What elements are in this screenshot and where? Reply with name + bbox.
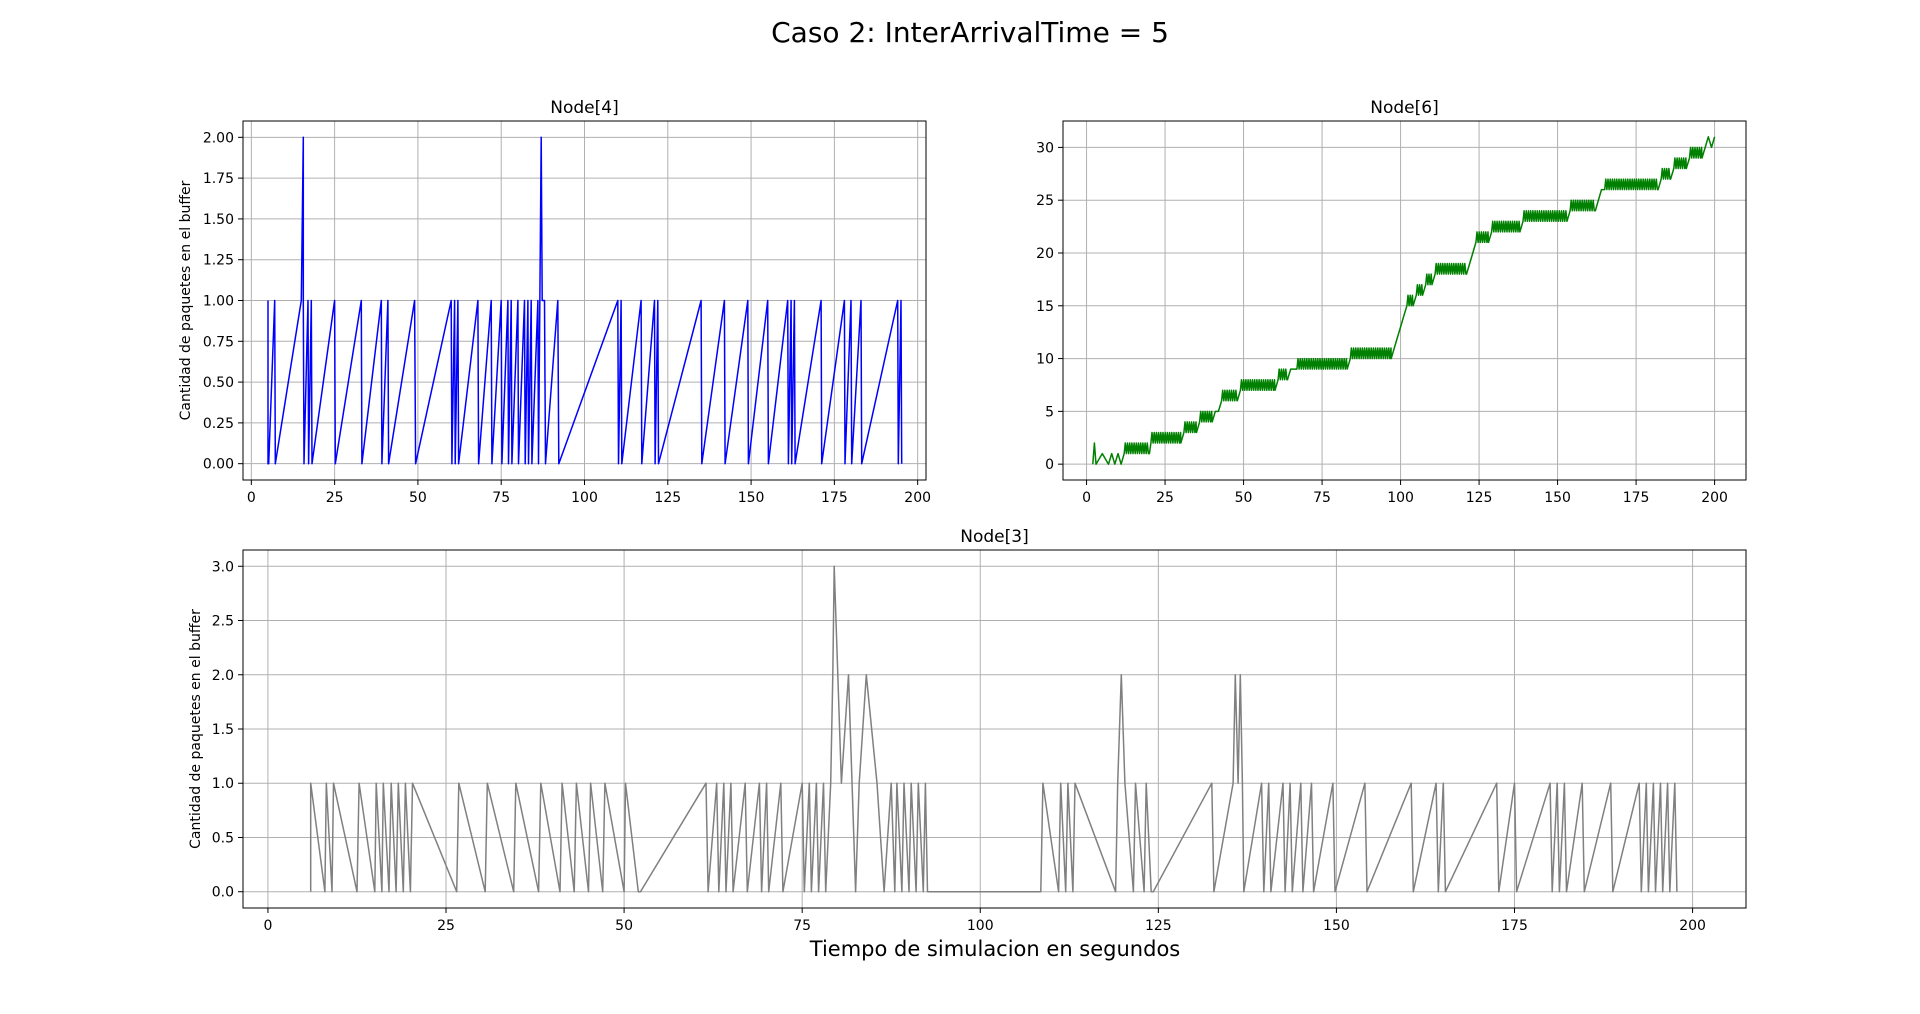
axes-frame xyxy=(1062,120,1747,481)
y-tick-label: 0.75 xyxy=(203,334,234,350)
x-tick-label: 125 xyxy=(654,490,681,506)
subplot-title: Node[6] xyxy=(1370,98,1438,118)
x-tick-label: 75 xyxy=(793,918,811,934)
y-tick-label: 1.75 xyxy=(203,171,234,187)
y-tick-label: 2.5 xyxy=(212,614,234,630)
x-tick-label: 0 xyxy=(1082,490,1091,506)
x-tick-label: 0 xyxy=(263,918,272,934)
figure-title: Caso 2: InterArrivalTime = 5 xyxy=(771,16,1169,49)
x-tick-label: 200 xyxy=(904,490,931,506)
series-line xyxy=(267,136,903,465)
node4-subplot: 0 25 50 75 100 125 150 175 200 0.00 0.25 0.50 0.75 1.… xyxy=(178,98,931,506)
y-tick-label: 0.50 xyxy=(203,375,234,391)
x-tick-label: 100 xyxy=(571,490,598,506)
node6-subplot: 0 25 50 75 100 125 150 175 200 0 5 10 15 20 25 30 Node[6… xyxy=(1036,98,1747,506)
y-tick-label: 0 xyxy=(1045,457,1054,473)
figure-xlabel: Tiempo de simulacion en segundos xyxy=(809,937,1180,961)
y-tick-label: 30 xyxy=(1036,140,1054,156)
y-tick-label: 10 xyxy=(1036,352,1054,368)
y-tick-label: 1.0 xyxy=(212,776,234,792)
x-tick-label: 0 xyxy=(247,490,256,506)
y-tick-label: 0.5 xyxy=(212,830,234,846)
series-line xyxy=(309,565,1678,893)
y-tick-label: 0.0 xyxy=(212,885,234,901)
x-tick-label: 175 xyxy=(1623,490,1650,506)
x-tick-label: 25 xyxy=(326,490,344,506)
y-tick-label: 25 xyxy=(1036,193,1054,209)
x-tick-label: 25 xyxy=(437,918,455,934)
x-tick-label: 175 xyxy=(821,490,848,506)
y-axis-label: Cantidad de paquetes en el buffer xyxy=(178,180,194,420)
subplot-title: Node[4] xyxy=(550,98,618,118)
x-tick-label: 150 xyxy=(1323,918,1350,934)
x-tick-label: 125 xyxy=(1145,918,1172,934)
x-tick-label: 200 xyxy=(1679,918,1706,934)
y-tick-label: 1.50 xyxy=(203,212,234,228)
x-tick-label: 50 xyxy=(1235,490,1253,506)
x-tick-label: 150 xyxy=(738,490,765,506)
y-tick-label: 20 xyxy=(1036,246,1054,262)
x-tick-label: 100 xyxy=(1387,490,1414,506)
y-tick-label: 15 xyxy=(1036,299,1054,315)
y-tick-label: 1.00 xyxy=(203,294,234,310)
y-axis-label: Cantidad de paquetes en el buffer xyxy=(188,609,204,849)
y-tick-label: 1.5 xyxy=(212,722,234,738)
x-tick-label: 200 xyxy=(1701,490,1728,506)
x-tick-label: 50 xyxy=(409,490,427,506)
y-tick-label: 5 xyxy=(1045,404,1054,420)
x-tick-label: 150 xyxy=(1544,490,1571,506)
y-tick-label: 0.25 xyxy=(203,416,234,432)
y-tick-label: 0.00 xyxy=(203,457,234,473)
y-tick-label: 1.25 xyxy=(203,253,234,269)
series-line xyxy=(1092,136,1716,465)
subplot-title: Node[3] xyxy=(960,527,1028,547)
x-tick-label: 100 xyxy=(967,918,994,934)
node3-subplot: 0 25 50 75 100 125 150 175 200 0.0 0.5 1.0 1.5 2.0 2.5… xyxy=(188,527,1747,934)
x-tick-label: 175 xyxy=(1501,918,1528,934)
subplots-group: 0 25 50 75 100 125 150 175 2000.000.250.500.751.… xyxy=(178,98,1747,934)
x-tick-label: 25 xyxy=(1156,490,1174,506)
y-tick-label: 3.0 xyxy=(212,559,234,575)
x-tick-label: 75 xyxy=(1313,490,1331,506)
y-tick-label: 2.00 xyxy=(203,130,234,146)
x-tick-label: 125 xyxy=(1466,490,1493,506)
y-tick-label: 2.0 xyxy=(212,668,234,684)
x-tick-label: 75 xyxy=(492,490,510,506)
x-tick-label: 50 xyxy=(615,918,633,934)
